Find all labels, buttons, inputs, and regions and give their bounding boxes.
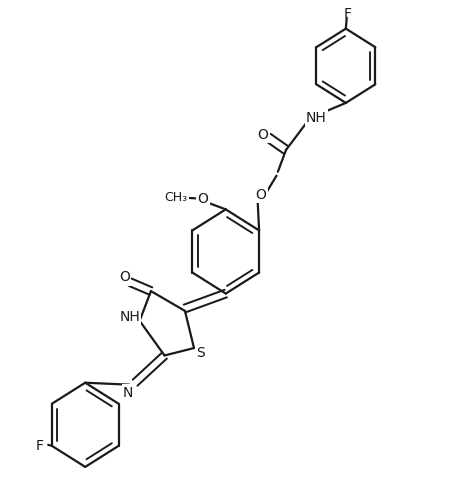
Text: O: O (119, 270, 130, 284)
Text: O: O (255, 188, 266, 202)
Text: F: F (35, 439, 43, 453)
Text: NH: NH (305, 111, 326, 125)
Text: NH: NH (119, 310, 140, 324)
Text: F: F (344, 7, 351, 21)
Text: S: S (196, 346, 205, 360)
Text: O: O (197, 193, 208, 207)
Text: O: O (257, 128, 268, 142)
Text: N: N (123, 385, 133, 399)
Text: CH₃: CH₃ (164, 191, 187, 204)
